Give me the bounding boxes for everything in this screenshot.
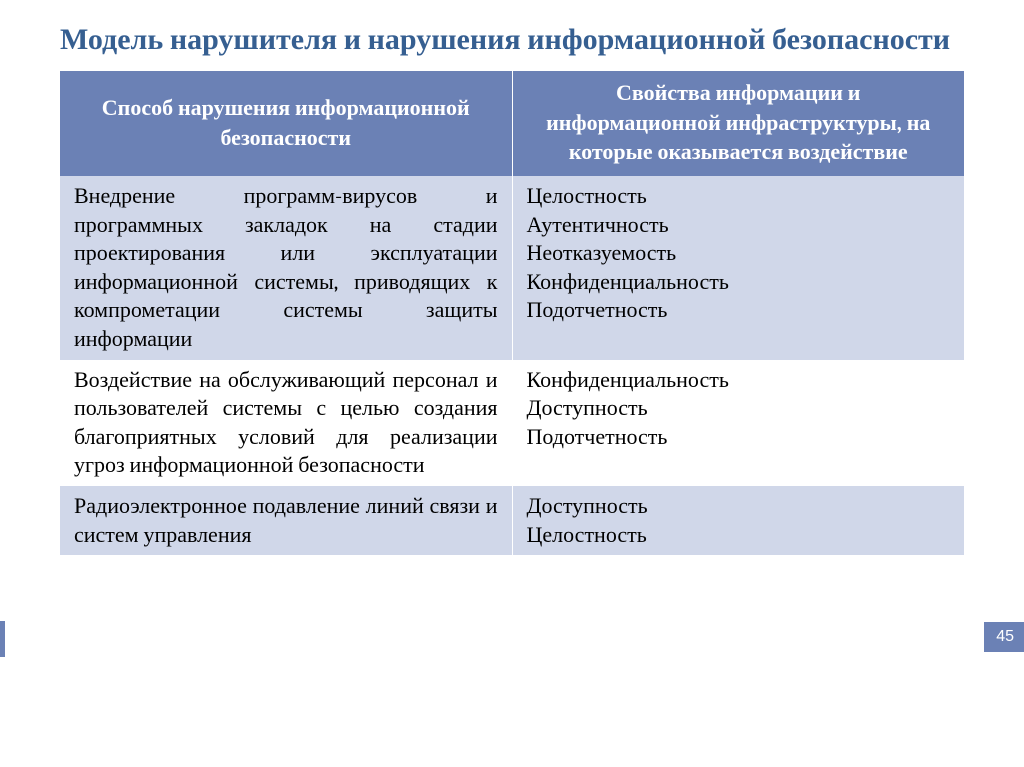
table-row: Радиоэлектронное подавление линий связи … [60,486,964,555]
cell-method: Воздействие на обслуживающий персонал и … [60,360,512,486]
cell-properties: ЦелостностьАутентичностьНеотказуемостьКо… [512,176,964,360]
table-row: Внедрение программ-вирусов и программных… [60,176,964,360]
table-row: Воздействие на обслуживающий персонал и … [60,360,964,486]
page-number-badge: 45 [984,622,1024,652]
cell-method: Радиоэлектронное подавление линий связи … [60,486,512,555]
header-col2: Свойства информации и информационной инф… [512,71,964,176]
slide-container: Модель нарушителя и нарушения информацио… [0,0,1024,767]
table-header-row: Способ нарушения информационной безопасн… [60,71,964,176]
accent-bar [0,621,5,657]
cell-method: Внедрение программ-вирусов и программных… [60,176,512,360]
header-col1: Способ нарушения информационной безопасн… [60,71,512,176]
cell-properties: ДоступностьЦелостность [512,486,964,555]
slide-title: Модель нарушителя и нарушения информацио… [60,20,964,59]
content-table: Способ нарушения информационной безопасн… [60,71,964,555]
cell-properties: КонфиденциальностьДоступностьПодотчетнос… [512,360,964,486]
